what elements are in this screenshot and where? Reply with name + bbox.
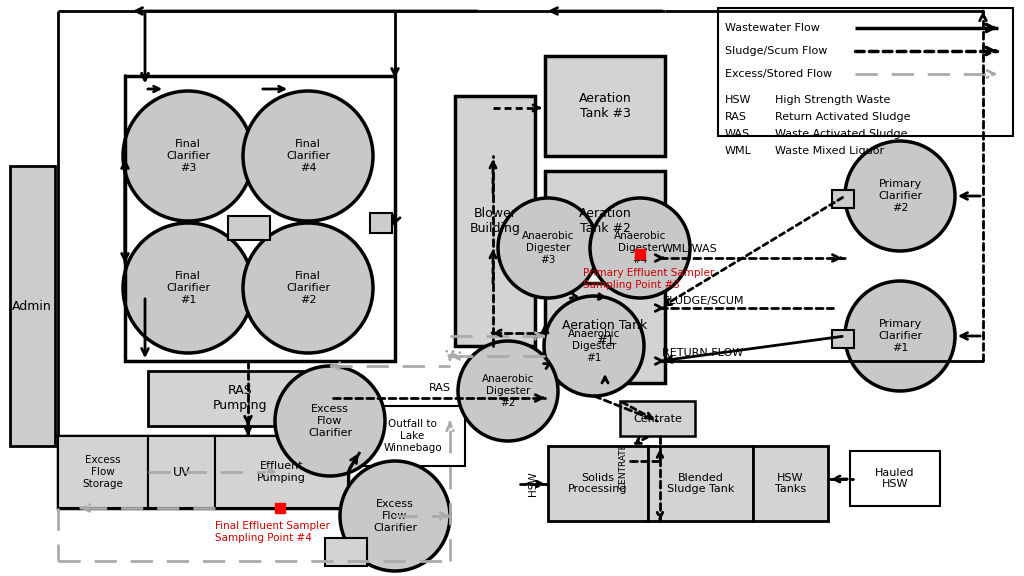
Bar [125, 76, 395, 361]
Text: RETURN FLOW: RETURN FLOW [662, 348, 743, 358]
Circle shape [845, 281, 955, 391]
Text: HSW
Tanks: HSW Tanks [775, 473, 806, 494]
Text: CENTRATE: CENTRATE [618, 443, 628, 489]
Circle shape [845, 141, 955, 251]
Bar [831, 190, 854, 208]
Bar [455, 96, 535, 346]
Text: Final
Clarifier
#3: Final Clarifier #3 [166, 139, 210, 173]
Bar [545, 56, 665, 156]
Circle shape [340, 461, 450, 571]
Text: Excess
Flow
Storage: Excess Flow Storage [83, 456, 124, 488]
Bar [58, 436, 348, 508]
Bar [215, 436, 348, 508]
Text: Blower
Building: Blower Building [470, 207, 520, 235]
Text: Return Activated Sludge: Return Activated Sludge [775, 112, 910, 122]
Text: Aeration
Tank #3: Aeration Tank #3 [579, 92, 632, 120]
Text: WAS: WAS [725, 129, 751, 139]
Bar [850, 451, 940, 506]
Text: Anaerobic
Digester
#1: Anaerobic Digester #1 [568, 329, 621, 363]
Bar [831, 330, 854, 348]
Text: Effluent
Pumping: Effluent Pumping [257, 461, 306, 483]
Text: HSW: HSW [528, 472, 538, 497]
Circle shape [590, 198, 690, 298]
Text: Anaerobic
Digester
#4: Anaerobic Digester #4 [613, 232, 667, 264]
Text: Anaerobic
Digester
#3: Anaerobic Digester #3 [522, 232, 574, 264]
Text: RAS: RAS [429, 383, 451, 393]
Text: Admin: Admin [12, 300, 52, 313]
Bar [620, 401, 695, 436]
Text: RAS
Pumping: RAS Pumping [213, 385, 267, 412]
Circle shape [498, 198, 598, 298]
Text: Final
Clarifier
#1: Final Clarifier #1 [166, 271, 210, 305]
Text: Excess/Stored Flow: Excess/Stored Flow [725, 69, 833, 79]
Circle shape [123, 223, 253, 353]
Bar [148, 371, 333, 426]
Text: WML/WAS: WML/WAS [662, 244, 718, 254]
Text: Hauled
HSW: Hauled HSW [876, 468, 914, 489]
Bar [545, 283, 665, 383]
Bar [718, 8, 1013, 136]
Text: Centrate: Centrate [633, 414, 682, 423]
Text: WML: WML [725, 146, 752, 156]
Text: Excess
Flow
Clarifier: Excess Flow Clarifier [373, 499, 417, 533]
Text: RAS: RAS [725, 112, 746, 122]
Text: Waste Activated Sludge: Waste Activated Sludge [775, 129, 907, 139]
Bar [753, 446, 828, 521]
Text: Wastewater Flow: Wastewater Flow [725, 23, 820, 33]
Bar [370, 213, 392, 233]
Bar [325, 538, 367, 566]
Circle shape [123, 91, 253, 221]
Text: Primary Effluent Sampler
Sampling Point #3: Primary Effluent Sampler Sampling Point … [583, 268, 715, 290]
Circle shape [243, 91, 373, 221]
Text: UV: UV [173, 465, 190, 479]
Text: High Strength Waste: High Strength Waste [775, 95, 891, 105]
Bar [228, 216, 270, 240]
Text: Excess
Flow
Clarifier: Excess Flow Clarifier [308, 404, 352, 438]
Text: Blended
Sludge Tank: Blended Sludge Tank [667, 473, 734, 494]
Bar [58, 436, 148, 508]
Bar [648, 446, 753, 521]
Bar [10, 166, 55, 446]
Circle shape [275, 366, 385, 476]
Text: Outfall to
Lake
Winnebago: Outfall to Lake Winnebago [383, 419, 441, 453]
Text: Final
Clarifier
#4: Final Clarifier #4 [286, 139, 330, 173]
Text: Final Effluent Sampler
Sampling Point #4: Final Effluent Sampler Sampling Point #4 [215, 521, 330, 543]
Bar [148, 436, 215, 508]
Circle shape [544, 296, 644, 396]
Bar [360, 406, 465, 466]
Text: Waste Mixed Liquor: Waste Mixed Liquor [775, 146, 884, 156]
Text: HSW: HSW [725, 95, 752, 105]
Bar [545, 171, 665, 271]
Text: Primary
Clarifier
#2: Primary Clarifier #2 [878, 179, 922, 213]
Circle shape [243, 223, 373, 353]
Text: SLUDGE/SCUM: SLUDGE/SCUM [662, 296, 743, 306]
Text: Final
Clarifier
#2: Final Clarifier #2 [286, 271, 330, 305]
Text: Anaerobic
Digester
#2: Anaerobic Digester #2 [482, 374, 535, 408]
Circle shape [458, 341, 558, 441]
Text: Aeration
Tank #2: Aeration Tank #2 [579, 207, 632, 235]
Text: Primary
Clarifier
#1: Primary Clarifier #1 [878, 320, 922, 353]
Text: Solids
Processing: Solids Processing [568, 473, 628, 494]
Text: Sludge/Scum Flow: Sludge/Scum Flow [725, 46, 827, 56]
Bar [548, 446, 648, 521]
Text: Aeration Tank
#1: Aeration Tank #1 [562, 319, 647, 347]
